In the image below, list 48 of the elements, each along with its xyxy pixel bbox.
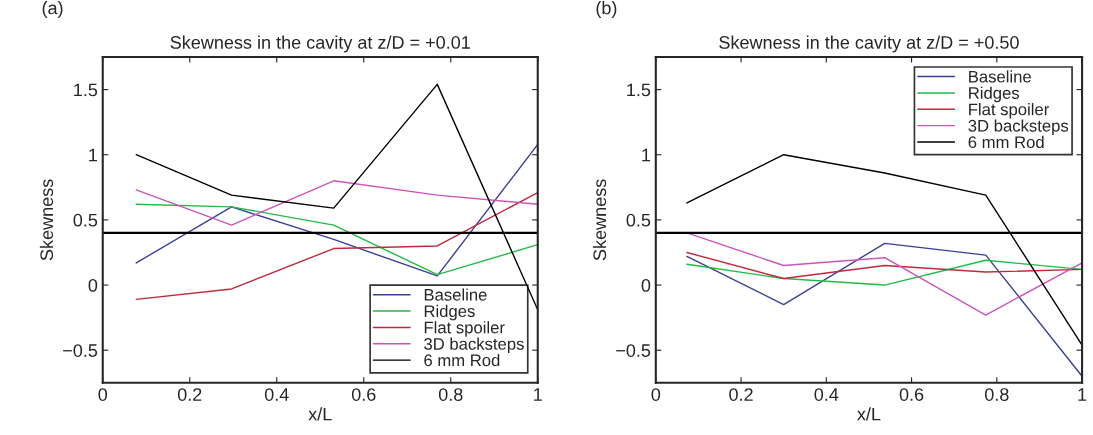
line-series (135, 203, 538, 276)
x-tick-label: 0.4 (264, 388, 289, 401)
y-tick-label: −0.5 (616, 344, 651, 357)
legend-label: 3D backsteps (424, 337, 524, 354)
legend-label: 3D backsteps (968, 119, 1069, 135)
x-tick-label: 0.2 (177, 388, 202, 401)
y-axis-title: Skewness (592, 179, 607, 261)
x-tick-label: 0.2 (729, 388, 753, 401)
y-tick-label: −0.5 (63, 344, 98, 357)
legend-label: 6 mm Rod (968, 135, 1044, 149)
x-tick-label: 0 (651, 388, 661, 401)
legend-label: Flat spoiler (424, 321, 505, 337)
x-tick-label: 1 (534, 388, 542, 401)
y-tick-label: 1.5 (627, 83, 651, 97)
legend-label: Ridges (424, 304, 475, 321)
y-tick-label: 1.5 (74, 83, 98, 97)
y-tick-label: 0.5 (73, 213, 98, 227)
x-tick-label: 0.6 (899, 388, 924, 401)
legend-label: 6 mm Rod (424, 353, 500, 367)
x-axis-title: x/L (308, 407, 332, 421)
legend-label: Flat spoiler (969, 103, 1049, 119)
x-axis-title: x/L (857, 407, 881, 421)
legend-label: Baseline (424, 288, 487, 301)
line-series (686, 259, 1083, 286)
y-tick-label: 1 (89, 148, 97, 162)
chart-title: Skewness in the cavity at z/D = +0.01 (170, 35, 470, 53)
line-series (135, 143, 538, 277)
x-tick-label: 0 (98, 388, 108, 401)
line-series (686, 251, 1083, 280)
y-tick-label: 0 (88, 278, 98, 292)
line-series (135, 191, 538, 301)
line-series (686, 242, 1083, 377)
x-tick-label: 1 (1078, 388, 1087, 401)
text: (a) (42, 1, 63, 18)
x-tick-label: 0.4 (814, 388, 839, 401)
x-tick-label: 0.8 (984, 388, 1009, 401)
y-axis-title: Skewness (39, 179, 54, 261)
y-tick-label: 0.5 (626, 213, 651, 227)
y-tick-label: 0 (641, 278, 651, 292)
x-tick-label: 0.6 (351, 388, 376, 401)
x-tick-label: 0.8 (438, 388, 463, 401)
legend-label: Ridges (969, 86, 1020, 103)
line-series (135, 180, 538, 226)
line-series (686, 232, 1083, 316)
legend-label: Baseline (969, 70, 1031, 83)
y-tick-label: 1 (642, 148, 651, 162)
text: (b) (596, 1, 617, 18)
chart-title: Skewness in the cavity at z/D = +0.50 (719, 35, 1019, 53)
